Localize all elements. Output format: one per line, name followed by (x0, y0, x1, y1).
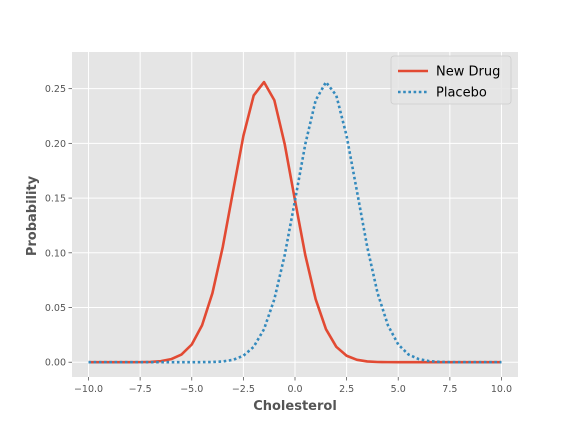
grid (72, 52, 518, 377)
x-tick-label: 5.0 (391, 384, 406, 395)
y-tick-label: 0.00 (45, 358, 66, 369)
y-axis: 0.00 0.05 0.10 0.15 0.20 0.25 (45, 84, 72, 369)
legend: New Drug Placebo (390, 55, 512, 105)
y-tick-label: 0.20 (45, 139, 66, 150)
x-tick-label: 10.0 (491, 384, 512, 395)
x-tick-label: −7.5 (129, 384, 152, 395)
x-axis-title: Cholesterol (253, 399, 337, 414)
x-tick-label: −10.0 (74, 384, 103, 395)
x-tick-label: −2.5 (232, 384, 255, 395)
x-tick-label: 7.5 (442, 384, 457, 395)
x-tick-label: 0.0 (287, 384, 302, 395)
y-axis-title: Probability (25, 175, 40, 256)
y-tick-label: 0.10 (45, 248, 66, 259)
x-tick-label: −5.0 (180, 384, 203, 395)
series-line-placebo (88, 80, 502, 364)
series-layer (88, 80, 502, 364)
legend-label-placebo: Placebo (436, 86, 487, 101)
y-tick-label: 0.05 (45, 303, 66, 314)
y-tick-label: 0.15 (45, 194, 66, 205)
y-tick-label: 0.25 (45, 84, 66, 95)
x-axis: −10.0 −7.5 −5.0 −2.5 0.0 2.5 5.0 7.5 10.0 (74, 377, 512, 395)
x-tick-label: 2.5 (339, 384, 354, 395)
legend-label-new-drug: New Drug (436, 65, 500, 80)
